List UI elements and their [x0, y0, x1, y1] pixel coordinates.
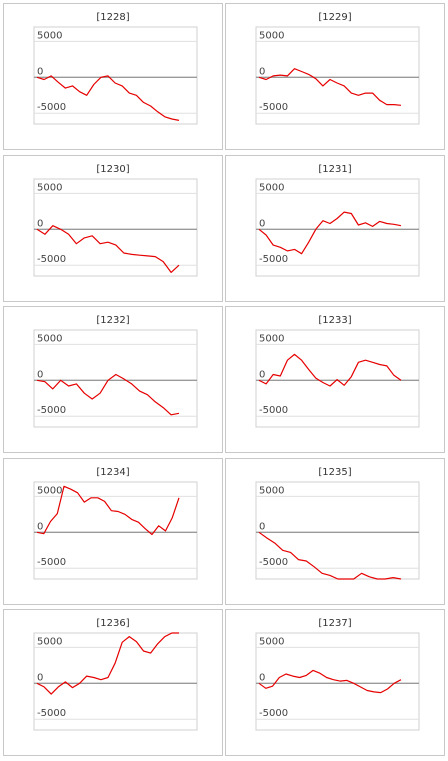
y-tick-label: 5000 [37, 636, 62, 647]
chart-title: [1236] [96, 618, 130, 629]
series-line [258, 353, 402, 387]
y-tick-label: -5000 [259, 557, 288, 568]
y-tick-label: 5000 [37, 485, 62, 496]
chart-panel: [1235] 5000 0 -5000 [225, 458, 445, 605]
y-tick-label: -5000 [37, 557, 66, 568]
chart-title: [1235] [318, 467, 352, 478]
chart-plot: 5000 0 -5000 [255, 329, 420, 428]
y-tick-label: 5000 [259, 30, 284, 41]
series-line [258, 211, 402, 255]
plot-area [33, 178, 198, 277]
y-tick-label: 0 [259, 218, 265, 229]
y-tick-label: 0 [259, 369, 265, 380]
chart-panel: [1229] 5000 0 -5000 [225, 3, 445, 150]
y-tick-label: 5000 [37, 182, 62, 193]
series-line [36, 485, 180, 536]
y-tick-label: 0 [37, 672, 43, 683]
y-tick-label: -5000 [259, 405, 288, 416]
plot-area [255, 26, 420, 125]
y-tick-label: 0 [259, 521, 265, 532]
y-tick-label: -5000 [37, 405, 66, 416]
plot-area [33, 632, 198, 731]
y-tick-label: -5000 [259, 102, 288, 113]
chart-title: [1234] [96, 467, 130, 478]
y-tick-label: -5000 [37, 708, 66, 719]
series-line [36, 225, 180, 274]
chart-plot: 5000 0 -5000 [33, 632, 198, 731]
chart-title: [1237] [318, 618, 352, 629]
chart-plot: 5000 0 -5000 [255, 632, 420, 731]
y-tick-label: 5000 [259, 636, 284, 647]
chart-panel: [1234] 5000 0 -5000 [3, 458, 223, 605]
y-tick-label: 5000 [37, 30, 62, 41]
y-tick-label: 0 [259, 672, 265, 683]
chart-title: [1228] [96, 12, 130, 23]
chart-plot: 5000 0 -5000 [255, 178, 420, 277]
chart-panel: [1232] 5000 0 -5000 [3, 306, 223, 453]
chart-plot: 5000 0 -5000 [33, 481, 198, 580]
series-line [36, 632, 179, 695]
chart-plot: 5000 0 -5000 [255, 481, 420, 580]
y-tick-label: -5000 [37, 254, 66, 265]
plot-area [33, 329, 198, 428]
chart-plot: 5000 0 -5000 [33, 178, 198, 277]
series-line [36, 373, 180, 416]
plot-area [33, 26, 198, 125]
y-tick-label: 5000 [259, 182, 284, 193]
chart-title: [1230] [96, 164, 130, 175]
y-tick-label: 5000 [259, 333, 284, 344]
y-tick-label: 0 [37, 218, 43, 229]
y-tick-label: 5000 [37, 333, 62, 344]
chart-title: [1231] [318, 164, 352, 175]
y-tick-label: 0 [37, 521, 43, 532]
chart-title: [1233] [318, 315, 352, 326]
y-tick-label: -5000 [259, 708, 288, 719]
series-line [36, 75, 180, 121]
chart-plot: 5000 0 -5000 [33, 329, 198, 428]
plot-area [255, 178, 420, 277]
y-tick-label: 0 [37, 369, 43, 380]
series-line [258, 68, 402, 106]
y-tick-label: 0 [37, 66, 43, 77]
chart-panel: [1228] 5000 0 -5000 [3, 3, 223, 150]
plot-area [255, 329, 420, 428]
chart-panel: [1233] 5000 0 -5000 [225, 306, 445, 453]
plot-area [33, 481, 198, 580]
y-tick-label: 0 [259, 66, 265, 77]
series-line [258, 531, 402, 580]
series-line [258, 669, 402, 694]
chart-plot: 5000 0 -5000 [33, 26, 198, 125]
y-tick-label: -5000 [259, 254, 288, 265]
chart-panel: [1231] 5000 0 -5000 [225, 155, 445, 302]
y-tick-label: -5000 [37, 102, 66, 113]
plot-area [255, 632, 420, 731]
chart-plot: 5000 0 -5000 [255, 26, 420, 125]
chart-panel: [1236] 5000 0 -5000 [3, 609, 223, 756]
chart-panel: [1230] 5000 0 -5000 [3, 155, 223, 302]
chart-panel: [1237] 5000 0 -5000 [225, 609, 445, 756]
chart-title: [1229] [318, 12, 352, 23]
chart-title: [1232] [96, 315, 130, 326]
y-tick-label: 5000 [259, 485, 284, 496]
